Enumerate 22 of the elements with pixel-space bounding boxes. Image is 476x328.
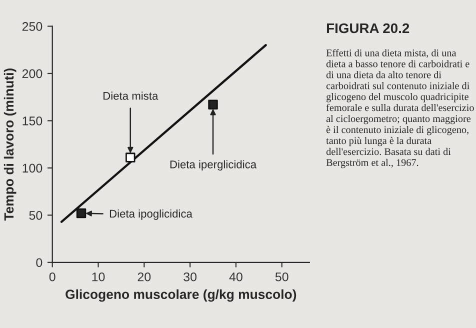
y-tick-label: 50 <box>29 210 42 220</box>
y-tick-label: 0 <box>36 258 42 268</box>
y-tick-label: 200 <box>22 69 42 78</box>
x-tick-label: 40 <box>229 272 242 282</box>
point <box>126 152 136 162</box>
point <box>208 100 218 110</box>
y-tick-label: 100 <box>22 164 42 173</box>
annotation: Dieta ipoglicidica <box>110 209 192 220</box>
x-tick-label: 0 <box>49 272 56 282</box>
y-tick-label: 150 <box>22 116 42 126</box>
point <box>76 208 86 218</box>
annotation: Dieta mista <box>104 92 158 100</box>
text: FIGURA 20.2 <box>326 23 410 34</box>
y-tick-label: 250 <box>22 22 42 31</box>
x-tick-label: 20 <box>138 272 151 282</box>
text: Effetti di una dieta mista, di una dieta a basso tenore di carboidrati e di una dieta da alto tenore di carboidrati sul contenuto iniziale di glicogeno del muscolo quadricipite femorale e sulla durata dell'esercizio al cicloergometro; quanto maggiore è il contenuto iniziale di glicogeno, tanto più lunga è la durata dell'esercizio. Basata su dati di Bergström et al., 1967. <box>326 49 474 168</box>
y-axis-title: Tempo di lavoro (minuti) <box>4 68 16 221</box>
x-tick-label: 30 <box>184 272 197 282</box>
x-tick-label: 10 <box>92 272 105 282</box>
annotation: Dieta iperglicidica <box>170 160 257 171</box>
x-tick-label: 50 <box>275 272 288 282</box>
x-axis-title: Glicogeno muscolare (g/kg muscolo) <box>66 289 296 302</box>
